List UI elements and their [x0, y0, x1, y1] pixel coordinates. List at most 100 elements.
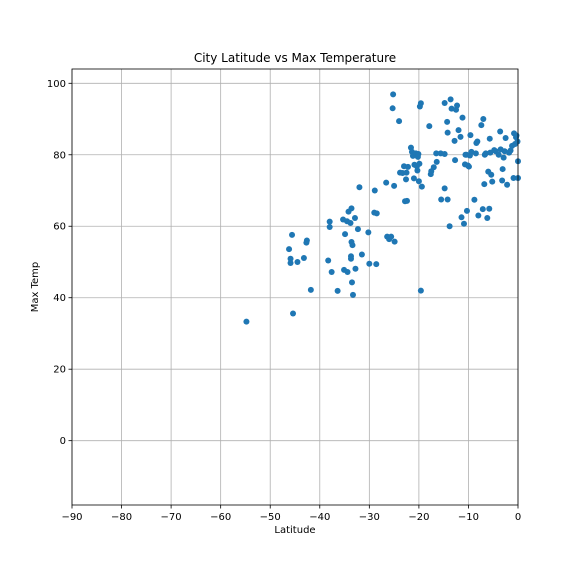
y-tick-label: 100 [47, 79, 66, 90]
data-point [348, 279, 355, 286]
data-point [383, 179, 390, 186]
data-point [452, 157, 459, 164]
data-point [349, 242, 356, 249]
data-point [502, 134, 509, 141]
data-point [430, 164, 437, 171]
y-tick-label: 80 [53, 150, 66, 161]
data-point [479, 206, 486, 213]
data-point [328, 268, 335, 275]
data-point [441, 99, 448, 106]
x-tick-label: −70 [161, 512, 182, 523]
data-point [410, 175, 417, 182]
data-point [391, 238, 398, 245]
data-point [334, 287, 341, 294]
x-tick-label: −60 [210, 512, 231, 523]
data-point [417, 100, 424, 107]
data-point [388, 233, 395, 240]
data-point [391, 182, 398, 189]
data-point [417, 287, 424, 294]
axis-ticks: −90 −80 −70 −60 −50 −40 −30 −20 −10 0 0 20 40 60 80 100 [47, 79, 521, 523]
data-point [325, 257, 332, 264]
data-point [514, 138, 521, 145]
data-point [499, 177, 506, 184]
x-tick-label: −10 [458, 512, 479, 523]
data-point [289, 231, 296, 238]
chart-title: City Latitude vs Max Temperature [194, 51, 396, 65]
data-point [438, 196, 445, 203]
data-point [403, 197, 410, 204]
data-point [365, 229, 372, 236]
data-point [467, 132, 474, 139]
data-point [446, 223, 453, 230]
data-point [404, 163, 411, 170]
x-tick-label: −80 [111, 512, 132, 523]
data-point [414, 167, 421, 174]
data-point [444, 196, 451, 203]
data-point [507, 147, 514, 154]
data-point [389, 105, 396, 112]
data-point [403, 176, 410, 183]
data-point [472, 150, 479, 157]
x-tick-label: −20 [408, 512, 429, 523]
data-points [243, 91, 521, 325]
data-point [510, 175, 517, 181]
data-point [489, 178, 496, 185]
data-point [390, 91, 397, 98]
data-point [243, 318, 250, 325]
data-point [486, 135, 493, 142]
data-point [447, 96, 454, 103]
data-point [454, 102, 461, 109]
data-point [444, 129, 451, 136]
data-point [441, 151, 448, 158]
data-point [352, 265, 359, 272]
data-point [418, 183, 425, 190]
data-point [307, 286, 314, 293]
grid [71, 69, 519, 505]
data-point [495, 151, 502, 158]
data-point [294, 258, 301, 265]
data-point [287, 260, 294, 267]
data-point [358, 251, 365, 258]
y-tick-label: 60 [53, 222, 66, 233]
plot-frame [71, 68, 519, 506]
data-point [348, 205, 355, 212]
data-point [488, 171, 495, 178]
x-tick-label: −90 [61, 512, 82, 523]
data-point [373, 210, 380, 217]
data-point [458, 214, 465, 221]
data-point [457, 133, 464, 140]
data-point [486, 205, 493, 212]
data-point [286, 246, 293, 253]
data-point [513, 132, 520, 139]
data-point [347, 255, 354, 262]
x-tick-label: −50 [260, 512, 281, 523]
y-axis-label: Max Temp [30, 262, 41, 313]
data-point [504, 181, 511, 188]
data-point [396, 118, 403, 125]
data-point [482, 150, 489, 157]
x-axis-label: Latitude [274, 525, 315, 536]
data-point [415, 178, 422, 185]
data-point [433, 158, 440, 165]
data-point [290, 310, 297, 317]
y-tick-label: 0 [60, 436, 66, 447]
data-point [460, 220, 467, 227]
data-point [415, 151, 422, 158]
data-point [484, 215, 491, 222]
data-point [478, 122, 485, 129]
data-point [356, 184, 363, 191]
data-point [474, 138, 481, 145]
data-point [349, 291, 356, 298]
data-point [497, 128, 504, 135]
data-point [326, 223, 333, 230]
data-point [455, 127, 462, 134]
data-point [344, 268, 351, 275]
data-point [342, 231, 349, 238]
x-tick-label: −30 [359, 512, 380, 523]
data-point [426, 123, 433, 130]
data-point [347, 220, 354, 227]
x-tick-label: 0 [515, 512, 521, 523]
data-point [480, 116, 487, 123]
